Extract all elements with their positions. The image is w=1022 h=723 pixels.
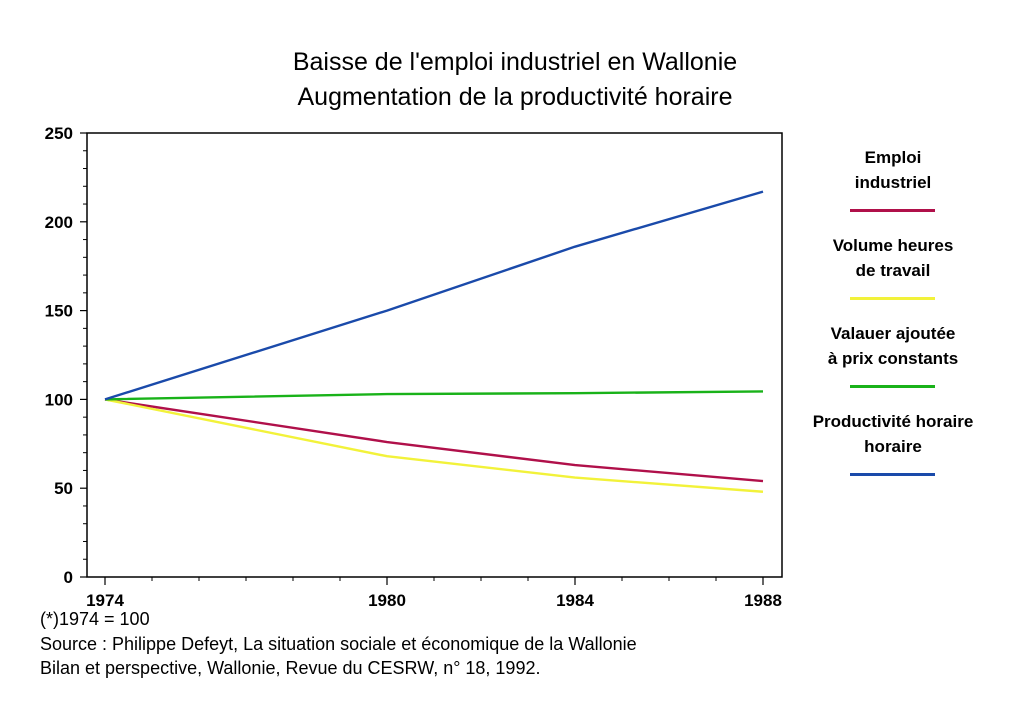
y-tick-label: 100 — [45, 390, 73, 409]
legend-label: Volume heures — [832, 236, 954, 255]
y-tick-label: 250 — [45, 124, 73, 143]
y-tick-label: 150 — [45, 302, 73, 321]
legend-swatch — [850, 473, 935, 476]
x-tick-label: 1974 — [86, 591, 124, 610]
chart-title: Baisse de l'emploi industriel en Walloni… — [292, 48, 738, 76]
legend-swatch — [850, 297, 935, 300]
source-line-1: Source : Philippe Defeyt, La situation s… — [40, 634, 637, 654]
chart-subtitle: Augmentation de la productivité horaire — [297, 83, 733, 111]
legend-label: Valauer ajoutée — [830, 324, 956, 343]
legend-label: de travail — [855, 261, 931, 280]
y-tick-label: 50 — [54, 479, 73, 498]
legend-label: Emploi — [864, 148, 922, 167]
legend-label: industriel — [854, 173, 932, 192]
legend-label: à prix constants — [827, 349, 959, 368]
legend-label: horaire — [864, 437, 922, 456]
y-tick-label: 0 — [64, 568, 73, 587]
source-line-2: Bilan et perspective, Wallonie, Revue du… — [40, 658, 541, 678]
x-tick-label: 1984 — [556, 591, 594, 610]
x-tick-label: 1980 — [368, 591, 406, 610]
base-note: (*)1974 = 100 — [40, 609, 150, 629]
y-tick-label: 200 — [45, 213, 73, 232]
legend-swatch — [850, 209, 935, 212]
legend-swatch — [850, 385, 935, 388]
x-tick-label: 1988 — [744, 591, 782, 610]
series-line — [104, 190, 764, 401]
series-line — [104, 390, 764, 401]
plot-frame — [86, 132, 783, 578]
series-line — [104, 398, 764, 483]
series-line — [104, 398, 764, 493]
legend-label: Productivité horaire — [812, 412, 974, 431]
